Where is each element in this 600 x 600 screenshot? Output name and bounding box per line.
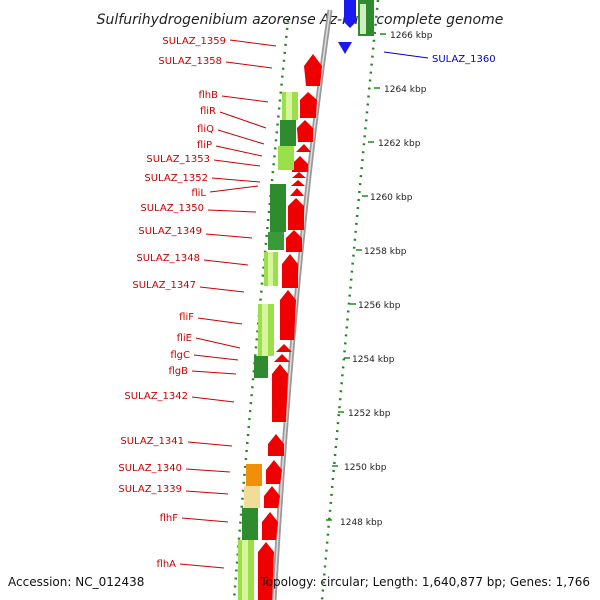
- gene-green-fliR[interactable]: [280, 120, 296, 146]
- gene-red-flhA[interactable]: [258, 542, 274, 600]
- gene-green-1349[interactable]: [268, 232, 284, 250]
- label-flgC[interactable]: flgC: [170, 350, 190, 361]
- kbp-1266: 1266 kbp: [390, 31, 433, 41]
- gene-green-1350[interactable]: [270, 184, 286, 232]
- genome-backbone-inner: [273, 9, 331, 600]
- forward-genes: [258, 54, 322, 600]
- gene-red-flgB[interactable]: [272, 364, 288, 422]
- topology-label: Topology: circular; Length: 1,640,877 bp…: [259, 575, 590, 589]
- label-sulaz-1359[interactable]: SULAZ_1359: [162, 36, 226, 47]
- gene-top-pale[interactable]: [360, 4, 366, 34]
- label-sulaz-1347[interactable]: SULAZ_1347: [132, 280, 196, 291]
- gene-labels: SULAZ_1359 SULAZ_1358 flhB fliR fliQ fli…: [118, 36, 277, 570]
- label-fliQ[interactable]: fliQ: [197, 124, 214, 135]
- label-sulaz-1348[interactable]: SULAZ_1348: [136, 253, 200, 264]
- label-sulaz-1352[interactable]: SULAZ_1352: [144, 173, 208, 184]
- gene-red-1350[interactable]: [288, 198, 304, 230]
- gene-green-1348-inner[interactable]: [268, 252, 273, 286]
- kbp-1260: 1260 kbp: [370, 193, 413, 203]
- gene-red-flhF[interactable]: [262, 512, 278, 540]
- kbp-1258: 1258 kbp: [364, 247, 407, 257]
- label-flhA[interactable]: flhA: [157, 559, 177, 570]
- label-sulaz-1349[interactable]: SULAZ_1349: [138, 226, 202, 237]
- label-sulaz-1341[interactable]: SULAZ_1341: [120, 436, 184, 447]
- gene-red-flgC[interactable]: [274, 354, 290, 362]
- inner-genes: [238, 92, 298, 600]
- label-sulaz-1353[interactable]: SULAZ_1353: [146, 154, 210, 165]
- label-fliP[interactable]: fliP: [197, 140, 212, 151]
- label-sulaz-1340[interactable]: SULAZ_1340: [118, 463, 182, 474]
- label-sulaz-1350[interactable]: SULAZ_1350: [140, 203, 204, 214]
- gene-red-1348[interactable]: [282, 254, 298, 288]
- gene-green-flhA-inner[interactable]: [242, 540, 248, 600]
- label-sulaz-1360[interactable]: SULAZ_1360: [432, 54, 496, 65]
- kbp-1262: 1262 kbp: [378, 139, 421, 149]
- label-fliL[interactable]: fliL: [191, 188, 206, 199]
- label-sulaz-1339[interactable]: SULAZ_1339: [118, 484, 182, 495]
- label-sulaz-1358[interactable]: SULAZ_1358: [158, 56, 222, 67]
- label-flgB[interactable]: flgB: [168, 366, 188, 377]
- label-sulaz-1342[interactable]: SULAZ_1342: [124, 391, 188, 402]
- gene-red-1352[interactable]: [291, 180, 305, 186]
- gene-red-1349[interactable]: [286, 230, 302, 252]
- outer-dotted-track: [320, 0, 380, 600]
- kbp-1248: 1248 kbp: [340, 518, 383, 528]
- scale-ticks: 1266 kbp 1264 kbp 1262 kbp 1260 kbp 1258…: [326, 31, 433, 528]
- gene-blue-arrow-1[interactable]: [344, 0, 356, 28]
- label-fliE[interactable]: fliE: [177, 333, 192, 344]
- gene-red-fliE[interactable]: [276, 344, 292, 352]
- accession-label: Accession: NC_012438: [8, 575, 144, 589]
- gene-red-1339[interactable]: [264, 486, 280, 508]
- kbp-1252: 1252 kbp: [348, 409, 391, 419]
- label-flhB[interactable]: flhB: [199, 90, 219, 101]
- gene-green-flhB-inner[interactable]: [286, 92, 292, 120]
- gene-orange-1340[interactable]: [246, 464, 262, 486]
- gene-pale-1339[interactable]: [244, 486, 260, 508]
- gene-red-1358[interactable]: [304, 54, 322, 86]
- gene-green-flgB[interactable]: [254, 356, 268, 378]
- label-fliR[interactable]: fliR: [200, 106, 216, 117]
- gene-red-1353[interactable]: [292, 172, 306, 178]
- gene-red-1347[interactable]: [280, 290, 296, 340]
- gene-red-1341[interactable]: [268, 434, 284, 456]
- kbp-1264: 1264 kbp: [384, 85, 427, 95]
- kbp-1254: 1254 kbp: [352, 355, 395, 365]
- kbp-1250: 1250 kbp: [344, 463, 387, 473]
- label-fliF[interactable]: fliF: [179, 312, 194, 323]
- kbp-1256: 1256 kbp: [358, 301, 401, 311]
- map-title: Sulfurihydrogenibium azorense Az-Fu1, co…: [97, 12, 504, 28]
- gene-red-fliP[interactable]: [292, 156, 308, 172]
- gene-red-flhB[interactable]: [300, 92, 317, 118]
- gene-red-fliR[interactable]: [297, 120, 313, 142]
- label-flhF[interactable]: flhF: [160, 513, 179, 524]
- gene-red-fliL[interactable]: [290, 188, 304, 196]
- gene-red-fliQ[interactable]: [296, 144, 311, 152]
- gene-green-fliQ[interactable]: [278, 146, 294, 170]
- gene-green-fliF-inner[interactable]: [262, 304, 268, 356]
- gene-blue-arrow-2[interactable]: [338, 42, 352, 54]
- gene-red-1340[interactable]: [266, 460, 282, 484]
- gene-green-flhF[interactable]: [242, 508, 258, 540]
